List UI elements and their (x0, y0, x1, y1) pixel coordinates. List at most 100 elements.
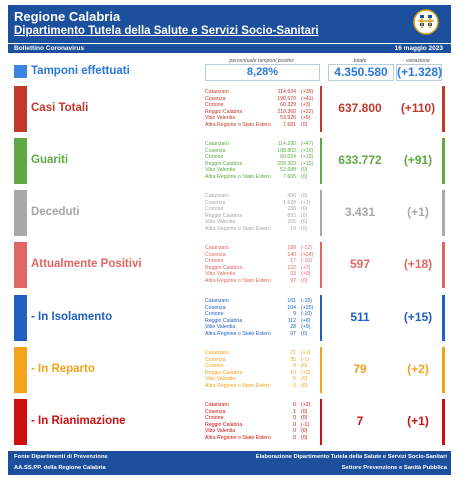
section-total: 3.431 (344, 205, 376, 219)
section-total: 7 (356, 414, 364, 428)
province-name: Cosenza (205, 147, 226, 154)
province-change: (+41) (301, 95, 314, 102)
province-name: Catanzaro (205, 193, 229, 199)
province-name: Catanzaro (205, 141, 229, 147)
province-name: Vibo Valentia (205, 324, 236, 331)
province-value: 10 (290, 369, 296, 376)
province-row: Vibo Valentia 0 (0) (204, 428, 320, 435)
province-name: Cosenza (205, 95, 226, 102)
province-row: Cosenza 104 (+25) (204, 305, 320, 312)
province-value: 5 (293, 376, 296, 383)
section-bar (14, 138, 27, 184)
province-value: 60.024 (280, 154, 296, 161)
section-bar (14, 86, 27, 132)
province-name: Reggio Calabria (205, 264, 243, 271)
section-bar (14, 347, 27, 393)
province-row: Catanzaro 6 (+2) (204, 402, 320, 409)
section-change: (+91) (403, 153, 433, 167)
province-name: Reggio Calabria (205, 369, 243, 376)
province-value: 33 (290, 271, 296, 278)
province-change: (-15) (301, 298, 312, 304)
footer-source: Fonte Dipartimenti di Prevenzione (14, 454, 108, 460)
province-value: 188 (287, 245, 296, 251)
province-change: (0) (301, 193, 308, 199)
section-label: Guariti (31, 154, 69, 166)
province-change: (0) (301, 174, 308, 180)
province-value: 122 (287, 264, 296, 271)
section-bar (14, 399, 27, 445)
province-name: Reggio Calabria (205, 421, 243, 428)
tamponi-change: (+1.328) (396, 64, 443, 81)
province-change: (0) (301, 408, 308, 415)
section-right-bar (442, 138, 445, 184)
province-change: (-1) (301, 421, 310, 428)
province-name: Altra Regione o Stato Estero (205, 383, 271, 389)
province-name: Crotone (205, 363, 224, 370)
province-name: Vibo Valentia (205, 428, 236, 435)
section-change: (+2) (407, 362, 429, 376)
province-row: Vibo Valentia 28 (+9) (204, 324, 320, 331)
province-name: Crotone (205, 102, 224, 109)
province-change: (+35) (301, 89, 314, 95)
bulletin-date: 16 maggio 2023 (394, 45, 443, 52)
province-name: Crotone (205, 154, 224, 161)
province-change: (-1) (301, 356, 310, 363)
province-name: Catanzaro (205, 402, 229, 408)
province-change: (+22) (301, 108, 314, 115)
province-row: Crotone 60.024 (+13) (204, 154, 320, 161)
region-logo (413, 9, 439, 35)
province-change: (+13) (301, 154, 314, 161)
province-row: Altra Regione o Stato Estero 0 (0) (204, 383, 320, 390)
province-row: Cosenza 190.570 (+41) (204, 96, 320, 103)
province-row: Crotone 60.329 (+3) (204, 102, 320, 109)
province-row: Reggio Calabria 122 (+7) (204, 265, 320, 272)
province-value: 205 (287, 219, 296, 226)
province-row: Cosenza 140 (+24) (204, 252, 320, 259)
header-divider (8, 43, 451, 44)
province-row: Reggio Calabria 835 (0) (204, 213, 320, 220)
province-name: Cosenza (205, 199, 226, 206)
province-list: Catanzaro 21 (+1) Cosenza 35 (-1) Crotone 8 (0) R… (204, 347, 322, 393)
province-change: (0) (301, 226, 308, 232)
province-row: Cosenza 1 (0) (204, 409, 320, 416)
province-value: 19 (290, 226, 296, 232)
province-row: Altra Regione o Stato Estero 97 (0) (204, 278, 320, 285)
section-right-bar (442, 347, 445, 393)
province-list: Catanzaro 161 (-15) Cosenza 104 (+25) Crotone 9… (204, 295, 322, 341)
province-change: (-12) (301, 245, 312, 251)
province-row: Vibo Valentia 53.926 (+9) (204, 115, 320, 122)
province-value: 456 (287, 193, 296, 199)
province-value: 53.926 (280, 115, 296, 122)
province-row: Cosenza 1.628 (+1) (204, 200, 320, 207)
province-name: Reggio Calabria (205, 160, 243, 167)
province-row: Crotone 288 (0) (204, 206, 320, 213)
province-name: Cosenza (205, 408, 226, 415)
province-name: Catanzaro (205, 350, 229, 356)
province-change: (-10) (301, 311, 312, 318)
section-label: Attualmente Positivi (31, 258, 142, 270)
province-change: (+2) (301, 369, 311, 376)
province-row: Altra Regione o Stato Estero 0 (0) (204, 435, 320, 442)
province-name: Altra Regione o Stato Estero (205, 331, 271, 337)
province-name: Altra Regione o Stato Estero (205, 174, 271, 180)
province-value: 1.628 (283, 199, 296, 206)
province-row: Reggio Calabria 112 (+6) (204, 318, 320, 325)
bulletin-name: Bollettino Coronavirus (14, 45, 85, 52)
province-name: Vibo Valentia (205, 219, 236, 226)
header-subtitle: Dipartimento Tutela della Salute e Servi… (14, 25, 319, 37)
province-value: 190.570 (277, 95, 296, 102)
province-change: (+24) (301, 251, 314, 258)
province-value: 0 (293, 435, 296, 441)
province-value: 17 (290, 258, 296, 265)
province-row: Vibo Valentia 5 (0) (204, 376, 320, 383)
province-name: Cosenza (205, 356, 226, 363)
section-label: - In Isolamento (31, 311, 113, 323)
section-right-bar (442, 399, 445, 445)
province-value: 288 (287, 206, 296, 213)
province-value: 8 (293, 363, 296, 370)
section-total: 633.772 (338, 153, 382, 167)
province-change: (+47) (301, 141, 314, 147)
province-change: (0) (301, 435, 308, 441)
province-row: Crotone 8 (0) (204, 363, 320, 370)
province-change: (+2) (301, 402, 311, 408)
